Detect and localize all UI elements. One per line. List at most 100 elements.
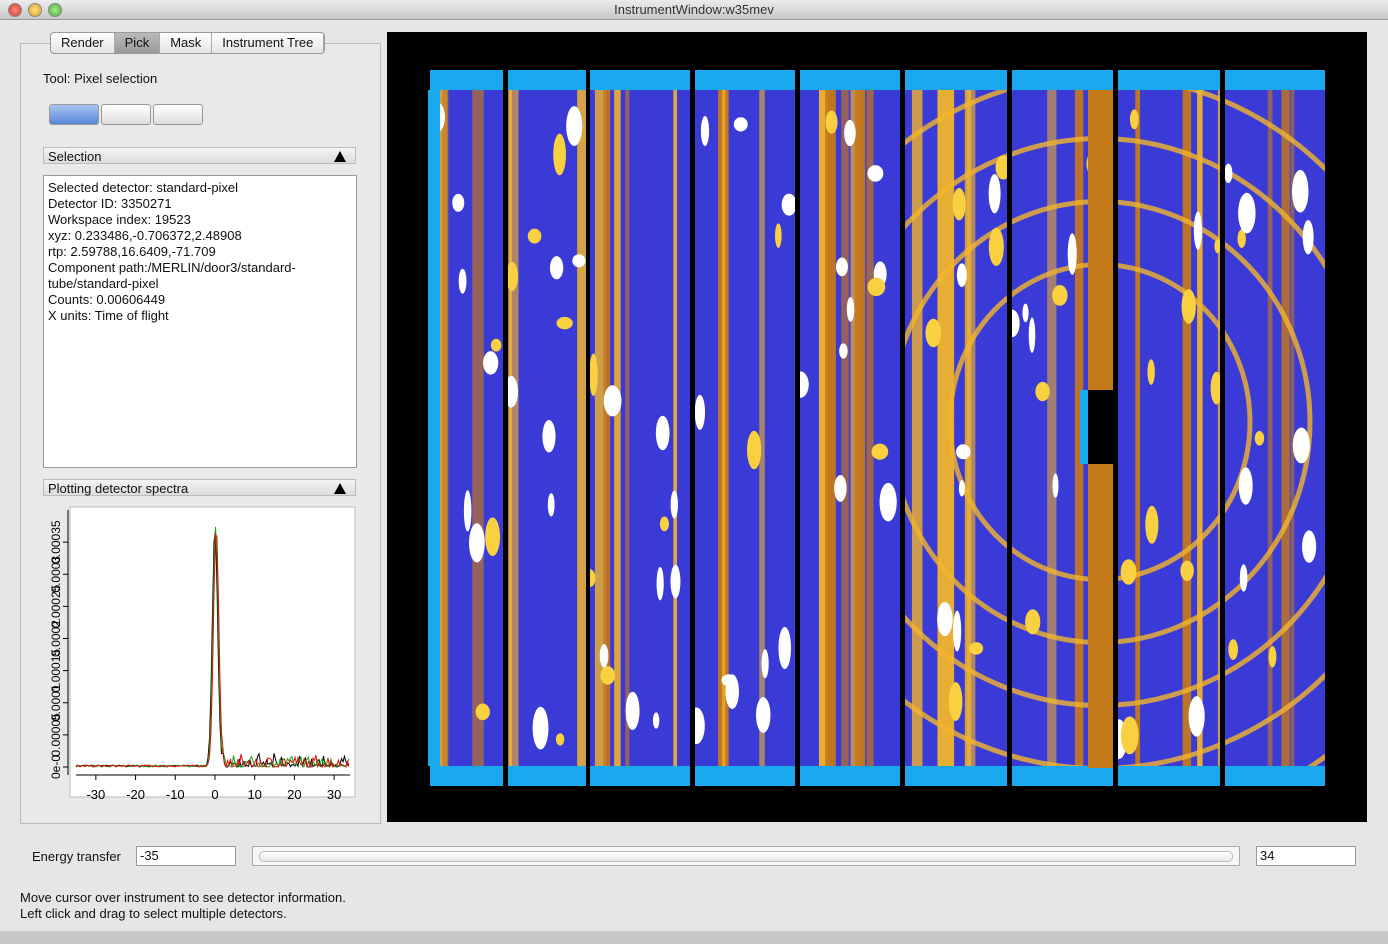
hot-spot xyxy=(1028,317,1036,353)
plot-header[interactable]: Plotting detector spectra xyxy=(43,479,356,496)
detector-panel xyxy=(695,90,795,768)
max-input[interactable]: 34 xyxy=(1256,846,1356,866)
hot-spot xyxy=(695,394,706,430)
y-tick-label: 0.0002 xyxy=(49,620,63,657)
hot-spot xyxy=(1145,505,1159,544)
hot-spot xyxy=(700,115,710,147)
panel-cap-bottom xyxy=(1118,766,1220,786)
y-tick-label: 0.00005 xyxy=(49,713,63,757)
close-button[interactable] xyxy=(8,3,22,17)
streak xyxy=(1290,90,1295,768)
hot-spot xyxy=(925,318,942,348)
instrument-view[interactable] xyxy=(387,32,1367,822)
hot-spot xyxy=(1268,646,1277,668)
hot-spot xyxy=(834,474,847,502)
hot-spot xyxy=(721,674,737,687)
section-title: Selection xyxy=(48,149,102,164)
hot-spot xyxy=(995,155,1007,180)
hot-spot xyxy=(948,681,963,721)
hot-spot xyxy=(1254,431,1265,446)
hot-spot xyxy=(1147,359,1155,385)
hot-spot xyxy=(1237,229,1246,248)
slider-track[interactable] xyxy=(259,851,1233,862)
hot-spot xyxy=(1035,381,1050,402)
panel-cap-bottom xyxy=(1012,766,1113,786)
hot-spot xyxy=(458,268,467,294)
collapse-icon xyxy=(334,483,346,494)
hot-spot xyxy=(781,193,795,216)
tab[interactable]: Pick xyxy=(114,33,161,53)
hot-spot xyxy=(867,165,884,182)
streak xyxy=(825,90,836,768)
hot-spot xyxy=(695,707,705,745)
hot-spot xyxy=(825,110,838,134)
hot-spot xyxy=(1022,303,1029,323)
streak xyxy=(1217,90,1220,768)
tab[interactable]: Render xyxy=(51,33,115,53)
hot-spot xyxy=(953,610,962,652)
detector-panel xyxy=(590,90,690,768)
zoom-button[interactable] xyxy=(48,3,62,17)
hot-spot xyxy=(952,188,966,221)
hot-spot xyxy=(625,691,640,730)
hot-spot xyxy=(956,263,967,287)
panel-cap-top xyxy=(905,70,1007,90)
hot-spot xyxy=(988,173,1001,214)
hot-spot xyxy=(508,375,519,408)
x-tick-label: -10 xyxy=(166,787,185,802)
hot-spot xyxy=(1129,109,1139,130)
collapse-icon xyxy=(334,151,346,162)
hot-spot xyxy=(778,626,792,670)
hot-spot xyxy=(1181,288,1196,324)
info-line: X units: Time of flight xyxy=(48,308,169,323)
hot-spot xyxy=(1302,220,1314,255)
hot-spot xyxy=(549,256,564,280)
streak xyxy=(508,90,512,768)
panel-cap-bottom xyxy=(905,766,1007,786)
info-line: Detector ID: 3350271 xyxy=(48,196,172,211)
hot-spot xyxy=(775,223,782,248)
hot-spot xyxy=(1025,609,1041,635)
selection-header[interactable]: Selection xyxy=(43,147,356,164)
hot-spot xyxy=(600,666,616,685)
panel-cap-bottom xyxy=(695,766,795,786)
x-tick-label: 0 xyxy=(211,787,218,802)
hot-spot xyxy=(508,261,519,292)
y-tick-label: 0.00035 xyxy=(49,520,63,564)
tab[interactable]: Instrument Tree xyxy=(212,33,325,53)
x-tick-label: 20 xyxy=(287,787,301,802)
tube-gap xyxy=(1088,390,1113,464)
status-text: Move cursor over instrument to see detec… xyxy=(20,890,346,922)
streak xyxy=(854,90,866,768)
streak xyxy=(937,90,945,768)
panel-body xyxy=(1118,90,1220,768)
range-slider[interactable] xyxy=(252,846,1240,866)
hot-spot xyxy=(755,697,771,733)
hot-spot xyxy=(1291,169,1309,213)
info-line: xyz: 0.233486,-0.706372,2.48908 xyxy=(48,228,242,243)
min-input[interactable]: -35 xyxy=(136,846,236,866)
panel-cap-top xyxy=(1225,70,1325,90)
streak xyxy=(472,90,484,768)
tab[interactable]: Mask xyxy=(160,33,213,53)
hot-spot xyxy=(1120,716,1139,755)
hot-spot xyxy=(958,480,965,497)
hot-spot xyxy=(599,643,609,668)
panel-edge xyxy=(428,90,440,766)
hot-spot xyxy=(1193,211,1202,250)
minimize-button[interactable] xyxy=(28,3,42,17)
hot-spot xyxy=(835,257,848,277)
detector-panel xyxy=(905,90,1007,768)
status-line: Left click and drag to select multiple d… xyxy=(20,906,287,921)
plot-tool-button[interactable] xyxy=(153,104,203,125)
hot-spot xyxy=(1239,564,1248,592)
spectrum-curve xyxy=(75,530,350,769)
hot-spot xyxy=(761,649,769,679)
streak xyxy=(577,90,586,768)
hot-spot xyxy=(542,420,556,453)
tool-label: Tool: Pixel selection xyxy=(43,71,158,86)
select-tool-button[interactable] xyxy=(101,104,151,125)
x-tick-label: 30 xyxy=(327,787,341,802)
panel-cap-bottom xyxy=(430,766,503,786)
pick-tool-button[interactable] xyxy=(49,104,99,125)
